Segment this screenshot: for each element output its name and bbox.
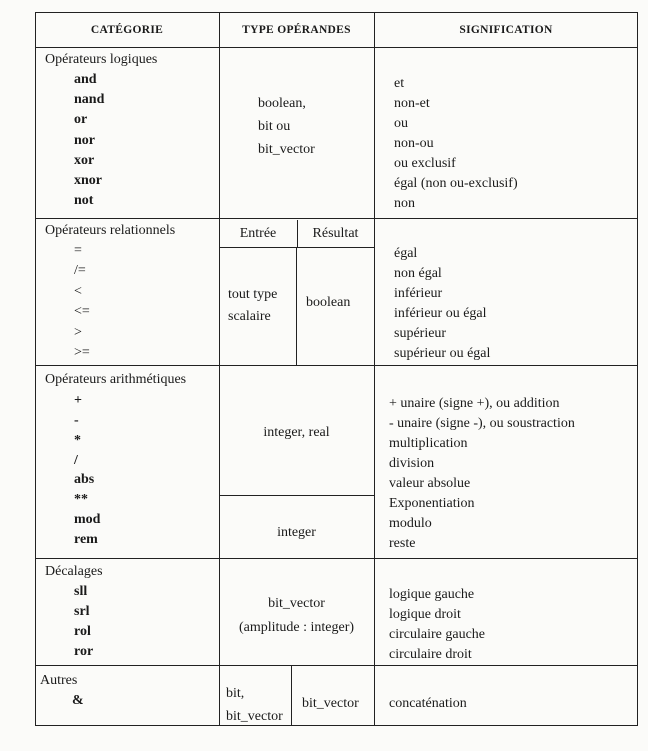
arithmetic-op: mod — [74, 512, 101, 527]
relational-meaning: égal — [394, 246, 418, 261]
logical-meaning: non — [394, 196, 415, 211]
relational-input: tout type — [228, 287, 278, 302]
row-divider-logical — [35, 218, 638, 220]
rel-sub-divider — [296, 248, 298, 365]
arithmetic-meaning: Exponentiation — [389, 496, 475, 511]
logical-meaning: non-et — [394, 96, 430, 111]
shift-op: srl — [74, 604, 90, 619]
relational-op: = — [74, 243, 82, 258]
shift-operand: (amplitude : integer) — [238, 620, 355, 635]
shift-operand: bit_vector — [268, 596, 325, 611]
logical-op: xnor — [74, 173, 102, 188]
others-result: bit_vector — [302, 696, 359, 711]
rel-sub-divider-header — [297, 220, 299, 248]
shift-meaning: circulaire gauche — [389, 627, 485, 642]
relational-meaning: supérieur ou égal — [394, 346, 491, 361]
logical-op: and — [74, 72, 97, 87]
relational-op: <= — [74, 304, 90, 319]
relational-result: boolean — [306, 295, 351, 310]
logical-meaning: et — [394, 76, 405, 91]
others-title: Autres — [40, 673, 78, 688]
row-divider-relational — [35, 365, 638, 367]
arithmetic-meaning: + unaire (signe +), ou addition — [389, 396, 560, 411]
logical-title: Opérateurs logiques — [45, 52, 158, 67]
arithmetic-op: ** — [74, 492, 88, 507]
relational-op: >= — [74, 345, 90, 360]
row-divider-shift — [35, 665, 638, 667]
arithmetic-op: + — [74, 393, 82, 408]
relational-result-header: Résultat — [312, 226, 359, 241]
relational-op: > — [74, 325, 82, 340]
relational-input: scalaire — [228, 309, 271, 324]
relational-meaning: inférieur — [394, 286, 443, 301]
shift-op: rol — [74, 624, 91, 639]
shift-meaning: circulaire droit — [389, 647, 472, 662]
logical-operand: bit_vector — [258, 142, 315, 157]
shift-meaning: logique droit — [389, 607, 461, 622]
operators-table — [35, 12, 638, 726]
relational-meaning: supérieur — [394, 326, 447, 341]
arithmetic-operands-1: integer, real — [263, 425, 330, 440]
relational-op: < — [74, 284, 82, 299]
relational-meaning: non égal — [394, 266, 442, 281]
logical-meaning: non-ou — [394, 136, 434, 151]
header-meaning: SIGNIFICATION — [459, 24, 553, 36]
arithmetic-meaning: reste — [389, 536, 416, 551]
others-op: & — [72, 693, 84, 708]
others-input: bit, — [226, 686, 245, 701]
others-sub-divider — [291, 666, 293, 726]
logical-op: xor — [74, 153, 95, 168]
logical-op: nand — [74, 92, 105, 107]
logical-meaning: ou exclusif — [394, 156, 456, 171]
arithmetic-operands-2: integer — [277, 525, 316, 540]
shift-op: ror — [74, 644, 94, 659]
shift-title: Décalages — [45, 564, 103, 579]
arithmetic-op: / — [74, 453, 78, 468]
shift-meaning: logique gauche — [389, 587, 475, 602]
rel-subheader-divider — [219, 247, 374, 249]
shift-op: sll — [74, 584, 88, 599]
arithmetic-title: Opérateurs arithmétiques — [45, 372, 187, 387]
header-category: CATÉGORIE — [90, 24, 164, 36]
arithmetic-meaning: valeur absolue — [389, 476, 471, 491]
arith-sub-divider — [219, 495, 374, 497]
logical-op: nor — [74, 133, 95, 148]
logical-meaning: ou — [394, 116, 408, 131]
arithmetic-op: * — [74, 433, 81, 448]
arithmetic-op: - — [74, 413, 79, 428]
relational-input-header: Entrée — [239, 226, 277, 241]
logical-operand: bit ou — [258, 119, 291, 134]
header-divider — [35, 47, 638, 49]
col-divider-1 — [219, 12, 221, 726]
relational-meaning: inférieur ou égal — [394, 306, 487, 321]
logical-op: or — [74, 112, 88, 127]
arithmetic-meaning: - unaire (signe -), ou soustraction — [389, 416, 575, 431]
relational-op: /= — [74, 263, 86, 278]
logical-meaning: égal (non ou-exclusif) — [394, 176, 518, 191]
logical-op: not — [74, 193, 94, 208]
arithmetic-meaning: modulo — [389, 516, 432, 531]
others-meaning: concaténation — [389, 696, 467, 711]
arithmetic-meaning: multiplication — [389, 436, 468, 451]
relational-title: Opérateurs relationnels — [45, 223, 176, 238]
logical-operand: boolean, — [258, 96, 306, 111]
arithmetic-op: abs — [74, 472, 95, 487]
col-divider-2 — [374, 12, 376, 726]
row-divider-arithmetic — [35, 558, 638, 560]
header-operands: TYPE OPÉRANDES — [242, 24, 351, 36]
arithmetic-meaning: division — [389, 456, 435, 471]
arithmetic-op: rem — [74, 532, 98, 547]
others-input: bit_vector — [226, 709, 283, 724]
